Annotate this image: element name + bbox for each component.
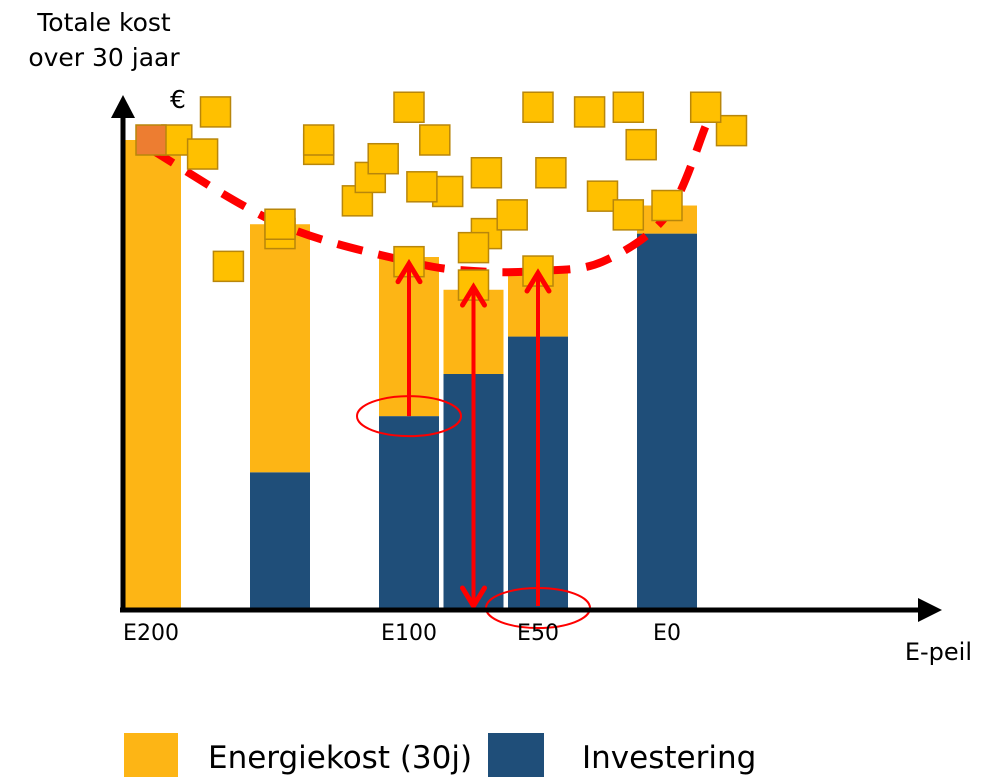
legend-swatch-energy — [124, 733, 178, 777]
scatter-point — [612, 199, 645, 231]
axes — [111, 95, 942, 622]
bar-investment-150 — [250, 472, 310, 608]
arrow-head — [460, 282, 487, 308]
scatter-point — [535, 157, 567, 189]
x-tick-labels: E200 E100 E50 E0 — [123, 621, 681, 646]
y-axis-arrowhead — [111, 95, 135, 118]
scatter-point — [715, 114, 748, 147]
y-axis-title-line-1: Totale kost — [36, 8, 171, 37]
scatter-point — [199, 96, 232, 128]
highlight-ellipse — [356, 395, 462, 438]
legend-label-energy: Energiekost (30j) — [208, 740, 472, 776]
scatter-point — [612, 91, 645, 123]
scatter-layer — [135, 91, 748, 301]
scatter-point — [186, 138, 219, 170]
scatter-point — [625, 128, 657, 161]
scatter-point — [586, 180, 619, 212]
bar-investment-100 — [379, 416, 439, 608]
arrow-head — [395, 258, 423, 285]
x-tick-label: E50 — [517, 621, 559, 646]
scatter-point — [470, 157, 503, 189]
arrow-head — [524, 268, 552, 294]
cost-optimum-marker — [264, 208, 296, 240]
scatter-point — [419, 124, 451, 156]
x-axis-arrowhead — [918, 598, 942, 622]
scatter-point — [212, 250, 245, 283]
bar-energy-150 — [250, 224, 310, 473]
x-tick-label: E200 — [123, 621, 179, 646]
y-axis-title-line-2: over 30 jaar — [28, 43, 180, 72]
scatter-point — [406, 171, 438, 203]
scatter-point — [431, 175, 464, 208]
scatter-point — [393, 91, 425, 123]
scatter-point — [457, 231, 490, 264]
x-tick-label: E0 — [653, 621, 681, 646]
cost-optimum-marker — [651, 189, 683, 222]
x-tick-label: E100 — [381, 621, 437, 646]
bar-investment-0 — [637, 233, 697, 608]
legend: Energiekost (30j) Investering — [124, 733, 756, 777]
scatter-point — [496, 199, 528, 231]
x-axis-title: E-peil — [905, 638, 972, 666]
bar-energy-200 — [121, 140, 181, 608]
scatter-point — [522, 91, 554, 123]
legend-swatch-investment — [488, 733, 544, 777]
scatter-point — [573, 96, 606, 128]
cost-optimum-marker — [135, 124, 167, 156]
arrow-head — [460, 585, 487, 611]
legend-label-investment: Investering — [582, 740, 756, 776]
scatter-point — [689, 91, 722, 123]
scatter-point — [367, 142, 399, 175]
scatter-point — [302, 124, 335, 156]
y-axis-unit: € — [170, 85, 186, 114]
